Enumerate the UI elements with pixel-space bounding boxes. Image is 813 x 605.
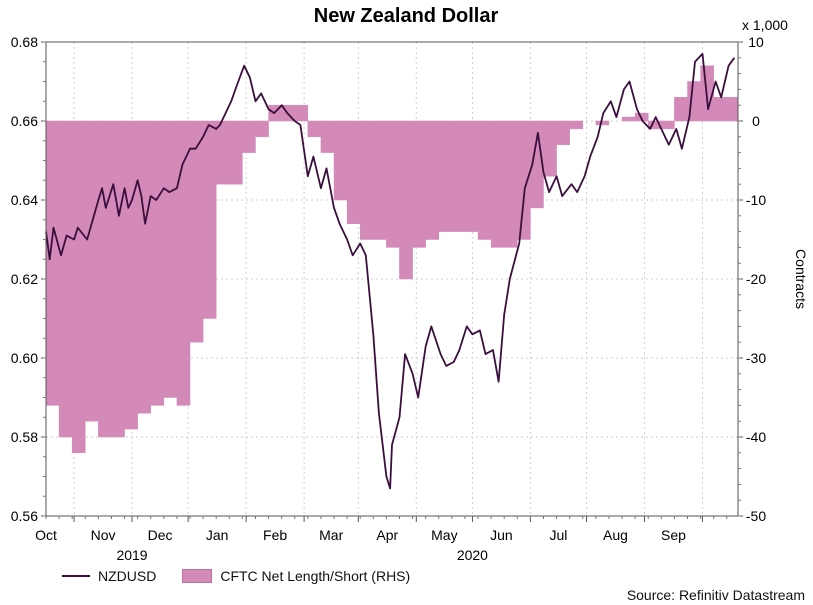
right-tick-label: 0 xyxy=(752,113,760,129)
cftc-bar xyxy=(346,120,361,224)
left-tick-label: 0.56 xyxy=(11,508,38,524)
cftc-bar xyxy=(464,120,479,232)
x-tick-label: Aug xyxy=(603,527,628,543)
x-tick-label: Nov xyxy=(91,527,116,543)
cftc-bar xyxy=(137,120,151,414)
cftc-bar xyxy=(150,120,165,406)
cftc-bar xyxy=(451,120,466,232)
legend: NZDUSD CFTC Net Length/Short (RHS) xyxy=(62,565,410,587)
right-tick-label: -10 xyxy=(746,192,766,208)
cftc-bar xyxy=(661,120,675,130)
right-axis-label: Contracts xyxy=(793,249,809,309)
cftc-bar xyxy=(294,104,309,122)
cftc-bar xyxy=(124,120,138,430)
legend-label-cftc: CFTC Net Length/Short (RHS) xyxy=(220,568,411,584)
left-tick-label: 0.62 xyxy=(11,271,38,287)
legend-label-nzdusd: NZDUSD xyxy=(98,568,157,584)
legend-swatch-line xyxy=(62,575,90,577)
cftc-bar xyxy=(412,120,426,248)
x-tick-label: Mar xyxy=(319,527,343,543)
right-tick-label: -20 xyxy=(746,271,766,287)
right-multiplier: x 1,000 xyxy=(742,17,788,33)
legend-item-cftc: CFTC Net Length/Short (RHS) xyxy=(182,568,410,584)
left-tick-label: 0.64 xyxy=(11,192,38,208)
left-tick-label: 0.68 xyxy=(11,34,38,50)
cftc-bar xyxy=(517,120,531,240)
cftc-bar xyxy=(71,120,86,454)
cftc-bar xyxy=(320,120,335,153)
x-year-label: 2020 xyxy=(457,547,488,563)
right-tick-label: -50 xyxy=(746,508,766,524)
cftc-bar xyxy=(386,120,400,248)
cftc-bar xyxy=(438,120,453,232)
cftc-bar xyxy=(503,120,518,248)
left-axis: 0.56 0.58 0.60 0.62 0.64 0.66 0.68 xyxy=(11,34,46,524)
cftc-bar xyxy=(229,120,243,185)
cftc-bar xyxy=(477,120,492,240)
cftc-bar xyxy=(621,116,636,122)
cftc-bar xyxy=(373,120,387,240)
cftc-bar xyxy=(359,120,374,240)
x-year-label: 2019 xyxy=(116,547,147,563)
cftc-bar xyxy=(399,120,413,280)
x-tick-label: Jan xyxy=(206,527,229,543)
nzdusd-line xyxy=(45,53,736,490)
cftc-bar xyxy=(163,120,178,398)
cftc-bar xyxy=(58,120,73,438)
cftc-bar xyxy=(215,120,230,185)
legend-swatch-area xyxy=(182,569,213,583)
cftc-bar xyxy=(189,120,204,343)
x-tick-label: Feb xyxy=(263,527,287,543)
cftc-bar xyxy=(85,120,99,422)
cftc-bar xyxy=(242,120,256,153)
cftc-bar xyxy=(45,120,60,406)
right-tick-label: 10 xyxy=(748,34,764,50)
cftc-bar xyxy=(543,120,557,177)
x-tick-label: Dec xyxy=(148,527,173,543)
cftc-bar xyxy=(595,120,610,126)
cftc-bar xyxy=(556,120,570,145)
right-tick-label: -40 xyxy=(746,429,766,445)
right-tick-label: -30 xyxy=(746,350,766,366)
left-tick-label: 0.60 xyxy=(11,350,38,366)
cftc-bar xyxy=(98,120,112,438)
chart-title: New Zealand Dollar xyxy=(314,5,499,27)
x-tick-label: Jun xyxy=(490,527,513,543)
nzdusd-line-group xyxy=(45,53,736,490)
cftc-bar xyxy=(490,120,505,248)
cftc-bar xyxy=(425,120,440,240)
cftc-bar xyxy=(307,120,322,138)
cftc-bar xyxy=(569,120,584,130)
x-tick-label: Apr xyxy=(376,527,398,543)
cftc-bar xyxy=(202,120,217,319)
cftc-bar xyxy=(674,97,688,122)
legend-item-nzdusd: NZDUSD xyxy=(62,568,156,584)
x-tick-label: Oct xyxy=(35,527,57,543)
x-tick-label: Sep xyxy=(661,527,686,543)
cftc-bar xyxy=(713,97,728,122)
source-note: Source: Refinitiv Datastream xyxy=(626,587,805,603)
cftc-bar xyxy=(255,120,269,138)
cftc-bar xyxy=(333,120,348,201)
right-axis: -50 -40 -30 -20 -10 0 10 xyxy=(738,34,766,524)
left-tick-label: 0.58 xyxy=(11,429,38,445)
x-axis: Oct Nov Dec Jan Feb Mar Apr May Jun Jul Aug Sep 2019… xyxy=(35,516,728,563)
x-tick-label: May xyxy=(431,527,457,543)
cftc-bar xyxy=(111,120,125,438)
cftc-bar xyxy=(726,97,739,122)
x-tick-label: Jul xyxy=(550,527,568,543)
left-tick-label: 0.66 xyxy=(11,113,38,129)
